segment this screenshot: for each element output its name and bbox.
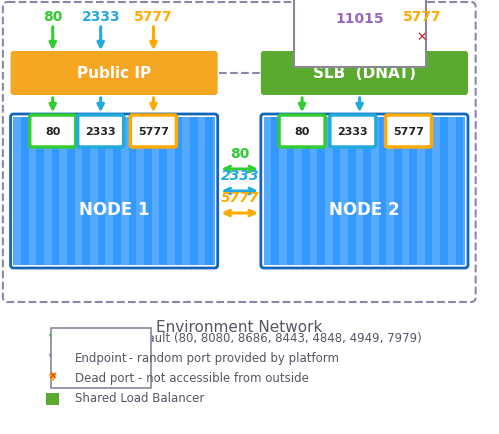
Bar — [144, 118, 152, 265]
Bar — [410, 118, 417, 265]
Bar — [90, 118, 98, 265]
Bar — [167, 118, 175, 265]
Bar — [190, 118, 198, 265]
Bar — [394, 118, 402, 265]
Bar — [302, 118, 310, 265]
Text: 80: 80 — [230, 147, 250, 161]
Bar — [386, 118, 394, 265]
Bar — [340, 118, 348, 265]
Bar — [287, 118, 294, 265]
Bar — [425, 118, 433, 265]
Text: 5777: 5777 — [138, 127, 169, 137]
Bar — [129, 118, 136, 265]
Text: 5777: 5777 — [221, 191, 259, 204]
Text: NODE 1: NODE 1 — [79, 201, 149, 218]
Bar — [82, 118, 90, 265]
Bar — [371, 118, 379, 265]
Bar — [52, 118, 59, 265]
Bar — [348, 118, 356, 265]
Bar — [182, 118, 190, 265]
FancyBboxPatch shape — [330, 116, 376, 148]
Bar — [21, 118, 29, 265]
Bar — [440, 118, 448, 265]
Text: ✕: ✕ — [49, 370, 57, 380]
Bar — [105, 118, 113, 265]
Bar — [67, 118, 75, 265]
Bar — [417, 118, 425, 265]
FancyBboxPatch shape — [10, 52, 218, 96]
Bar — [402, 118, 410, 265]
Text: 5777: 5777 — [134, 10, 173, 24]
Bar — [433, 118, 440, 265]
Text: Endpoint: Endpoint — [75, 352, 127, 365]
Bar — [263, 118, 271, 265]
Bar — [363, 118, 371, 265]
Bar — [205, 118, 213, 265]
Bar — [175, 118, 182, 265]
Bar — [456, 118, 463, 265]
Text: Environment Network: Environment Network — [156, 319, 322, 334]
Bar — [44, 118, 52, 265]
Text: 2333: 2333 — [85, 127, 116, 137]
FancyBboxPatch shape — [78, 116, 124, 148]
Text: 11015: 11015 — [335, 12, 384, 26]
Text: 80: 80 — [43, 10, 62, 24]
Text: Dead port - not accessible from outside: Dead port - not accessible from outside — [75, 372, 309, 385]
Bar — [333, 118, 340, 265]
Bar — [325, 118, 333, 265]
Bar — [121, 118, 129, 265]
Bar — [317, 118, 325, 265]
Bar — [448, 118, 456, 265]
Text: 80: 80 — [292, 10, 312, 24]
FancyBboxPatch shape — [279, 116, 325, 148]
Text: 80: 80 — [294, 127, 310, 137]
Bar — [463, 118, 465, 265]
FancyBboxPatch shape — [30, 116, 76, 148]
Text: - random port provided by platform: - random port provided by platform — [125, 352, 339, 365]
Text: 80: 80 — [45, 127, 60, 137]
Text: NODE 2: NODE 2 — [329, 201, 400, 218]
Bar — [113, 118, 121, 265]
Bar — [13, 118, 21, 265]
Text: 5777: 5777 — [403, 10, 441, 24]
Bar — [271, 118, 279, 265]
Bar — [310, 118, 317, 265]
Text: 2333: 2333 — [221, 169, 259, 183]
Bar — [29, 118, 36, 265]
Bar — [213, 118, 215, 265]
Bar — [356, 118, 363, 265]
Text: Public IP: Public IP — [77, 66, 151, 81]
Text: Open by default (80, 8080, 8686, 8443, 4848, 4949, 7979): Open by default (80, 8080, 8686, 8443, 4… — [75, 332, 422, 345]
Bar — [98, 118, 105, 265]
Bar — [75, 118, 82, 265]
Bar — [46, 393, 59, 405]
Text: 2333: 2333 — [338, 127, 368, 137]
Bar — [159, 118, 167, 265]
Bar — [279, 118, 287, 265]
Bar — [294, 118, 302, 265]
Text: 2333: 2333 — [81, 10, 120, 24]
FancyBboxPatch shape — [386, 116, 432, 148]
Text: Shared Load Balancer: Shared Load Balancer — [75, 391, 204, 404]
Text: 5777: 5777 — [393, 127, 424, 137]
Bar — [379, 118, 386, 265]
Bar — [59, 118, 67, 265]
FancyBboxPatch shape — [261, 52, 468, 96]
Text: ✕: ✕ — [417, 31, 427, 44]
Bar — [36, 118, 44, 265]
Text: SLB  (DNAT): SLB (DNAT) — [313, 66, 416, 81]
Bar — [152, 118, 159, 265]
FancyBboxPatch shape — [130, 116, 177, 148]
Bar — [198, 118, 205, 265]
Bar — [136, 118, 144, 265]
